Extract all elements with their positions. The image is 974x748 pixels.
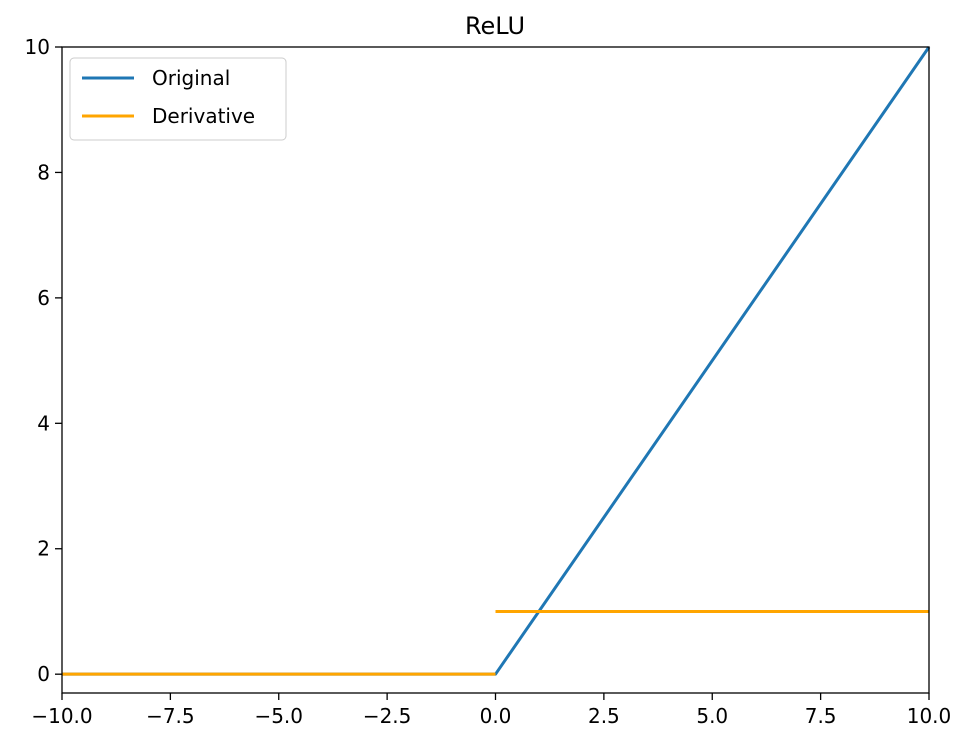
x-tick-label: −7.5 [146, 704, 195, 728]
legend: Original Derivative [69, 57, 287, 141]
plot-background [62, 47, 929, 693]
y-tick-label: 2 [37, 537, 50, 561]
x-tick-label: 10.0 [907, 704, 952, 728]
y-tick-label: 4 [37, 411, 50, 435]
series-lines [62, 46, 931, 676]
x-tick-label: 7.5 [805, 704, 837, 728]
y-tick-label: 10 [25, 35, 50, 59]
y-tick-label: 6 [37, 286, 50, 310]
x-tick-label: −2.5 [363, 704, 412, 728]
x-tick-label: −10.0 [31, 704, 92, 728]
x-tick-label: 2.5 [588, 704, 620, 728]
plot-area [62, 47, 929, 693]
x-tick-label: 5.0 [696, 704, 728, 728]
x-tick-label: −5.0 [254, 704, 303, 728]
x-tick-label: 0.0 [480, 704, 512, 728]
chart-title: ReLU [465, 12, 525, 40]
y-tick-label: 0 [37, 662, 50, 686]
legend-label-derivative: Derivative [152, 104, 255, 128]
legend-label-original: Original [152, 66, 230, 90]
axes: −10.0 −7.5 −5.0 −2.5 0.0 2.5 5.0 7.5 10.0 0 2 4 6 8 10 [25, 35, 952, 728]
y-tick-label: 8 [37, 160, 50, 184]
